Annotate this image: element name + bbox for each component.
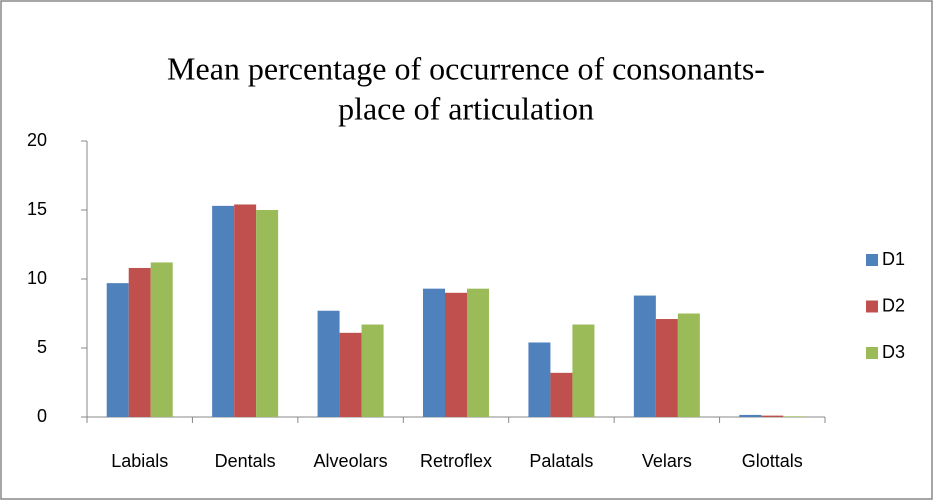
y-tick-label: 10: [27, 268, 47, 288]
chart-title: Mean percentage of occurrence of consona…: [167, 50, 765, 86]
legend-label: D2: [882, 295, 905, 315]
y-tick-label: 20: [27, 130, 47, 150]
bar: [317, 310, 340, 417]
bar: [550, 372, 573, 417]
legend-label: D1: [882, 249, 905, 269]
bar: [633, 295, 656, 417]
bar: [528, 342, 551, 417]
bar: [739, 414, 762, 417]
legend-swatch: [866, 254, 878, 266]
chart-title: place of articulation: [338, 90, 594, 126]
bar: [423, 288, 445, 417]
x-tick-label: Dentals: [215, 451, 276, 471]
bar: [783, 416, 806, 417]
y-tick-label: 5: [37, 337, 47, 357]
x-tick-label: Retroflex: [420, 451, 492, 471]
y-tick-label: 15: [27, 199, 47, 219]
legend-swatch: [866, 300, 878, 313]
legend-swatch: [866, 347, 878, 359]
bar: [106, 283, 129, 417]
bar: [339, 332, 362, 417]
bar: [572, 324, 595, 417]
bar: [655, 319, 678, 417]
bar: [256, 210, 279, 417]
x-tick-label: Velars: [642, 451, 692, 471]
legend-label: D3: [882, 342, 905, 362]
bar: [467, 288, 489, 417]
bar: [677, 313, 700, 417]
bar: [128, 267, 151, 417]
bar: [761, 415, 784, 417]
x-tick-label: Alveolars: [314, 451, 388, 471]
x-tick-label: Palatals: [529, 451, 593, 471]
bar: [361, 324, 384, 417]
bar: [150, 262, 173, 417]
x-tick-label: Labials: [111, 451, 168, 471]
y-tick-label: 0: [37, 406, 47, 426]
bar: [212, 205, 235, 417]
bar: [445, 292, 467, 417]
bar: [234, 204, 257, 417]
x-tick-label: Glottals: [742, 451, 803, 471]
